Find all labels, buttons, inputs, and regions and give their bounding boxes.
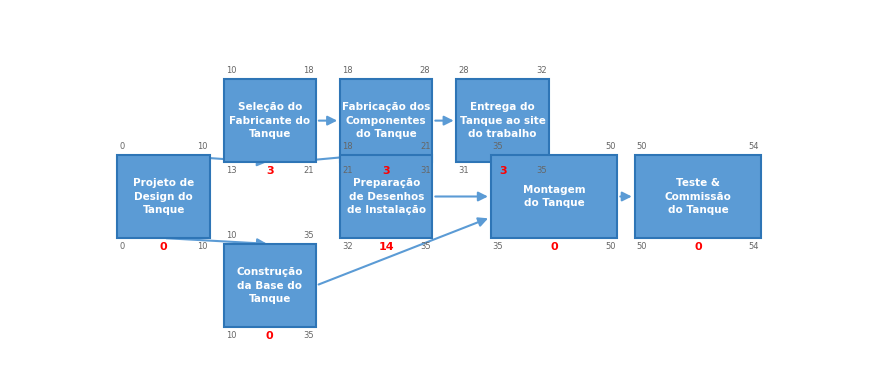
Text: Entrega do
Tanque ao site
do trabalho: Entrega do Tanque ao site do trabalho <box>460 102 545 139</box>
Text: 50: 50 <box>605 242 615 251</box>
Text: 0: 0 <box>160 242 167 252</box>
Text: 14: 14 <box>378 242 394 252</box>
Text: 35: 35 <box>492 242 503 251</box>
Text: 18: 18 <box>342 66 353 75</box>
Text: 35: 35 <box>420 242 431 251</box>
FancyBboxPatch shape <box>340 155 432 238</box>
Text: 13: 13 <box>225 166 236 175</box>
Text: 10: 10 <box>197 242 208 251</box>
Text: 31: 31 <box>420 166 431 175</box>
Text: 28: 28 <box>459 66 469 75</box>
FancyBboxPatch shape <box>340 79 432 162</box>
Text: 3: 3 <box>499 166 507 176</box>
Text: 10: 10 <box>225 231 236 240</box>
Text: Montagem
do Tanque: Montagem do Tanque <box>522 185 585 208</box>
Text: 54: 54 <box>749 142 759 151</box>
Text: 50: 50 <box>636 242 647 251</box>
Text: 54: 54 <box>749 242 759 251</box>
Text: 10: 10 <box>225 331 236 340</box>
Text: 21: 21 <box>420 142 431 151</box>
Text: 3: 3 <box>266 166 274 176</box>
Text: 18: 18 <box>303 66 314 75</box>
Text: 35: 35 <box>303 231 314 240</box>
Text: 0: 0 <box>694 242 702 252</box>
Text: 3: 3 <box>383 166 390 176</box>
FancyBboxPatch shape <box>635 155 761 238</box>
Text: Projeto de
Design do
Tanque: Projeto de Design do Tanque <box>133 178 194 215</box>
FancyBboxPatch shape <box>224 79 316 162</box>
Text: 10: 10 <box>225 66 236 75</box>
Text: 0: 0 <box>119 142 125 151</box>
Text: 32: 32 <box>342 242 353 251</box>
Text: 35: 35 <box>303 331 314 340</box>
Text: 18: 18 <box>342 142 353 151</box>
Text: Fabricação dos
Componentes
do Tanque: Fabricação dos Componentes do Tanque <box>342 102 431 139</box>
Text: Seleção do
Fabricante do
Tanque: Seleção do Fabricante do Tanque <box>229 102 310 139</box>
Text: 32: 32 <box>537 66 547 75</box>
Text: 0: 0 <box>550 242 558 252</box>
Text: 0: 0 <box>119 242 125 251</box>
Text: Preparação
de Desenhos
de Instalação: Preparação de Desenhos de Instalação <box>347 178 426 215</box>
Text: 50: 50 <box>636 142 647 151</box>
Text: 10: 10 <box>197 142 208 151</box>
Text: 35: 35 <box>537 166 547 175</box>
FancyBboxPatch shape <box>118 155 210 238</box>
Text: 28: 28 <box>420 66 431 75</box>
FancyBboxPatch shape <box>456 79 549 162</box>
FancyBboxPatch shape <box>224 244 316 327</box>
Text: 35: 35 <box>492 142 503 151</box>
FancyBboxPatch shape <box>491 155 617 238</box>
Text: 31: 31 <box>459 166 469 175</box>
Text: 50: 50 <box>605 142 615 151</box>
Text: 21: 21 <box>303 166 314 175</box>
Text: 21: 21 <box>342 166 353 175</box>
Text: Teste &
Commissão
do Tanque: Teste & Commissão do Tanque <box>665 178 731 215</box>
Text: Construção
da Base do
Tanque: Construção da Base do Tanque <box>237 267 303 304</box>
Text: 0: 0 <box>266 331 274 341</box>
